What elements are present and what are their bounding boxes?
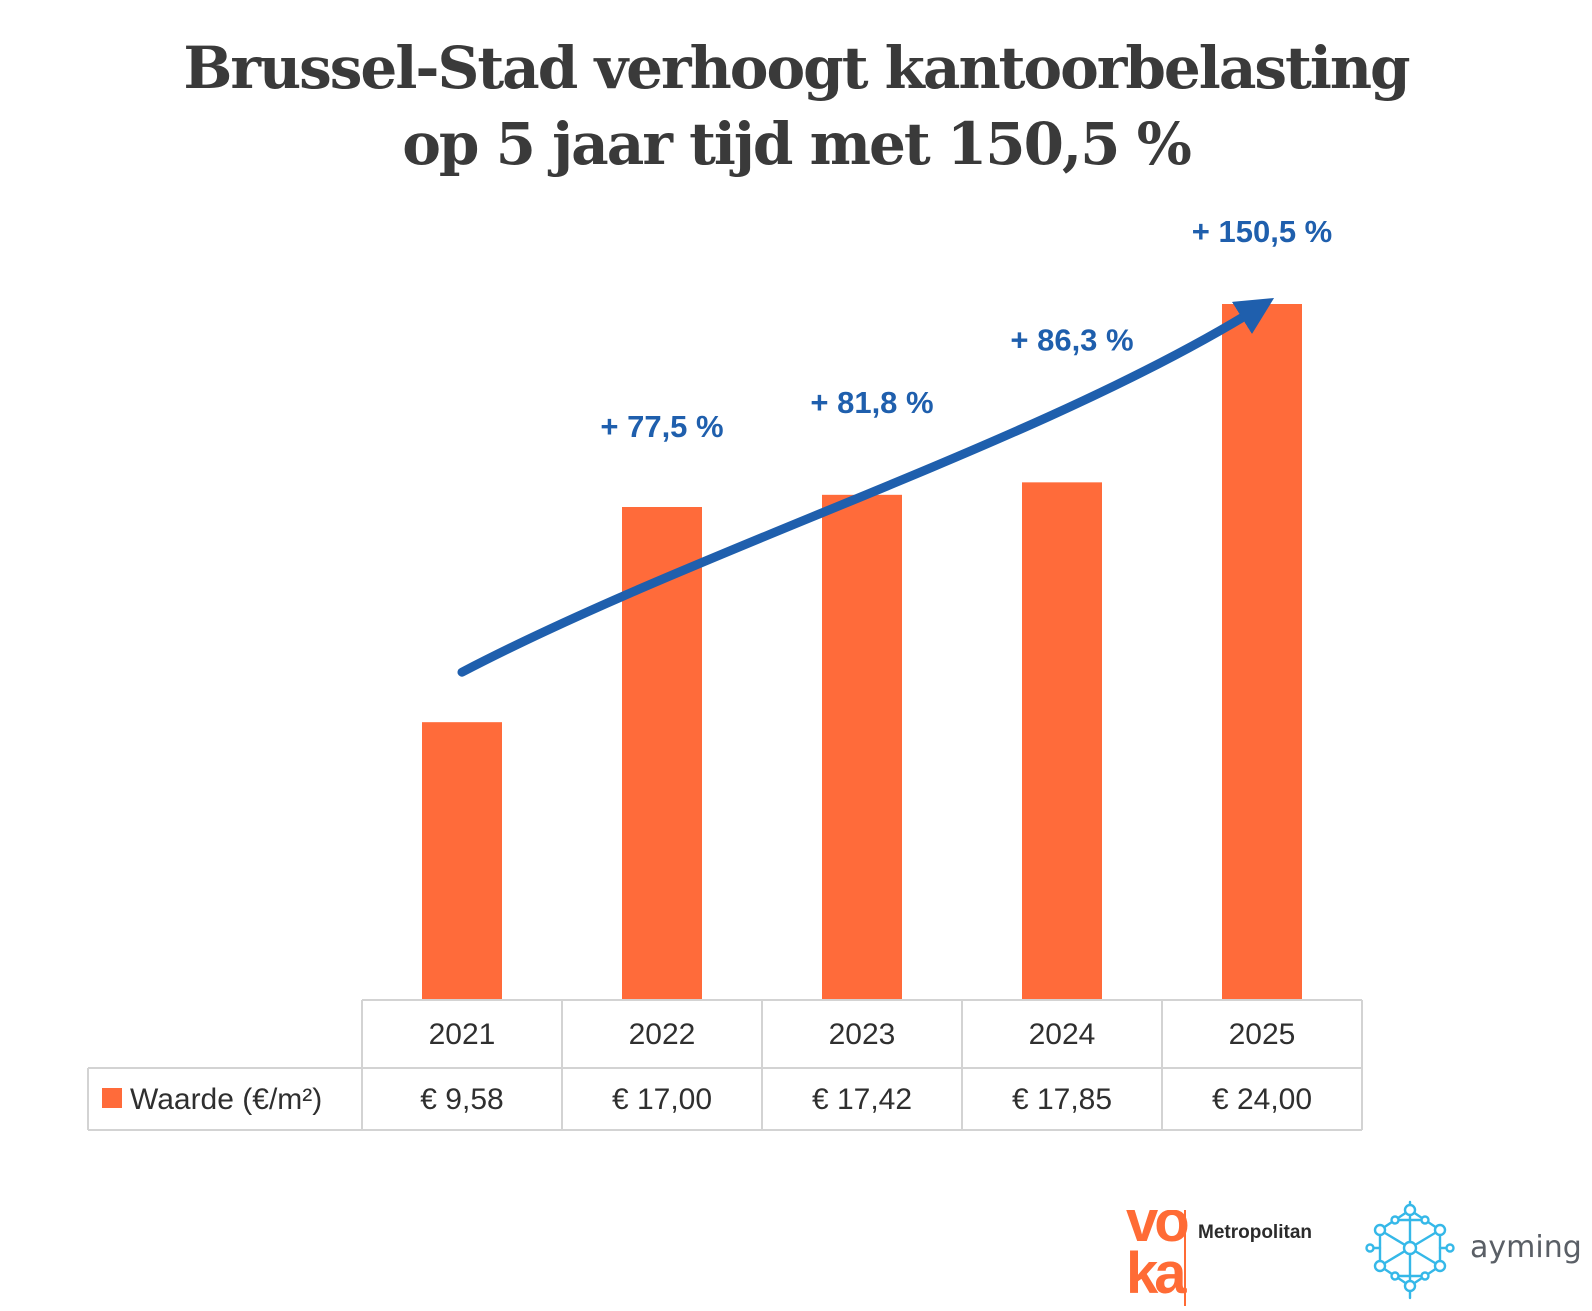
annotation-2023: + 81,8 % bbox=[810, 385, 933, 420]
voka-logo-label: Metropolitan bbox=[1198, 1222, 1312, 1243]
chart-title-line-1: Brussel-Stad verhoogt kantoorbelasting bbox=[183, 34, 1410, 102]
voka-logo-mark: vo ka bbox=[1126, 1210, 1188, 1306]
x-tick-label-2025: 2025 bbox=[1229, 1018, 1296, 1051]
ayming-logo-label: ayming bbox=[1470, 1230, 1582, 1265]
bar-2025 bbox=[1222, 304, 1302, 1000]
legend-label: Waarde (€/m²) bbox=[130, 1083, 322, 1116]
x-tick-label-2022: 2022 bbox=[629, 1018, 696, 1051]
data-label-2022: € 17,00 bbox=[612, 1083, 712, 1116]
bar-2024 bbox=[1022, 482, 1102, 1001]
trend-arrow bbox=[457, 298, 1275, 677]
bar-2021 bbox=[422, 722, 502, 1000]
chart-title: Brussel-Stad verhoogt kantoorbelasting o… bbox=[0, 30, 1592, 182]
annotation-2022: + 77,5 % bbox=[600, 409, 723, 444]
bars-layer bbox=[422, 304, 1302, 1001]
x-tick-label-2024: 2024 bbox=[1029, 1018, 1096, 1051]
data-label-2021: € 9,58 bbox=[420, 1083, 503, 1116]
ayming-logo: ayming bbox=[1360, 1198, 1592, 1306]
data-label-2023: € 17,42 bbox=[812, 1083, 912, 1116]
voka-metropolitan-logo: vo ka Metropolitan bbox=[1126, 1210, 1336, 1306]
x-tick-label-2023: 2023 bbox=[829, 1018, 896, 1051]
bar-2023 bbox=[822, 494, 902, 1000]
legend-swatch bbox=[102, 1088, 122, 1108]
data-label-2024: € 17,85 bbox=[1012, 1083, 1112, 1116]
annotation-2024: + 86,3 % bbox=[1010, 322, 1133, 357]
x-tick-label-2021: 2021 bbox=[429, 1018, 496, 1051]
trend-arrow-layer bbox=[457, 298, 1275, 677]
annotations-layer: + 77,5 % + 81,8 % + 86,3 % + 150,5 % bbox=[600, 214, 1332, 444]
data-label-2025: € 24,00 bbox=[1212, 1083, 1312, 1116]
data-table: 2021 2022 2023 2024 2025 Waarde (€/m²) € 9,58 €… bbox=[87, 999, 1363, 1131]
ayming-network-icon bbox=[1365, 1200, 1455, 1300]
chart-title-line-2: op 5 jaar tijd met 150,5 % bbox=[402, 110, 1192, 178]
annotation-2025: + 150,5 % bbox=[1192, 214, 1332, 249]
voka-logo-divider bbox=[1184, 1210, 1186, 1306]
voka-logo-text: vo ka bbox=[1126, 1210, 1188, 1306]
